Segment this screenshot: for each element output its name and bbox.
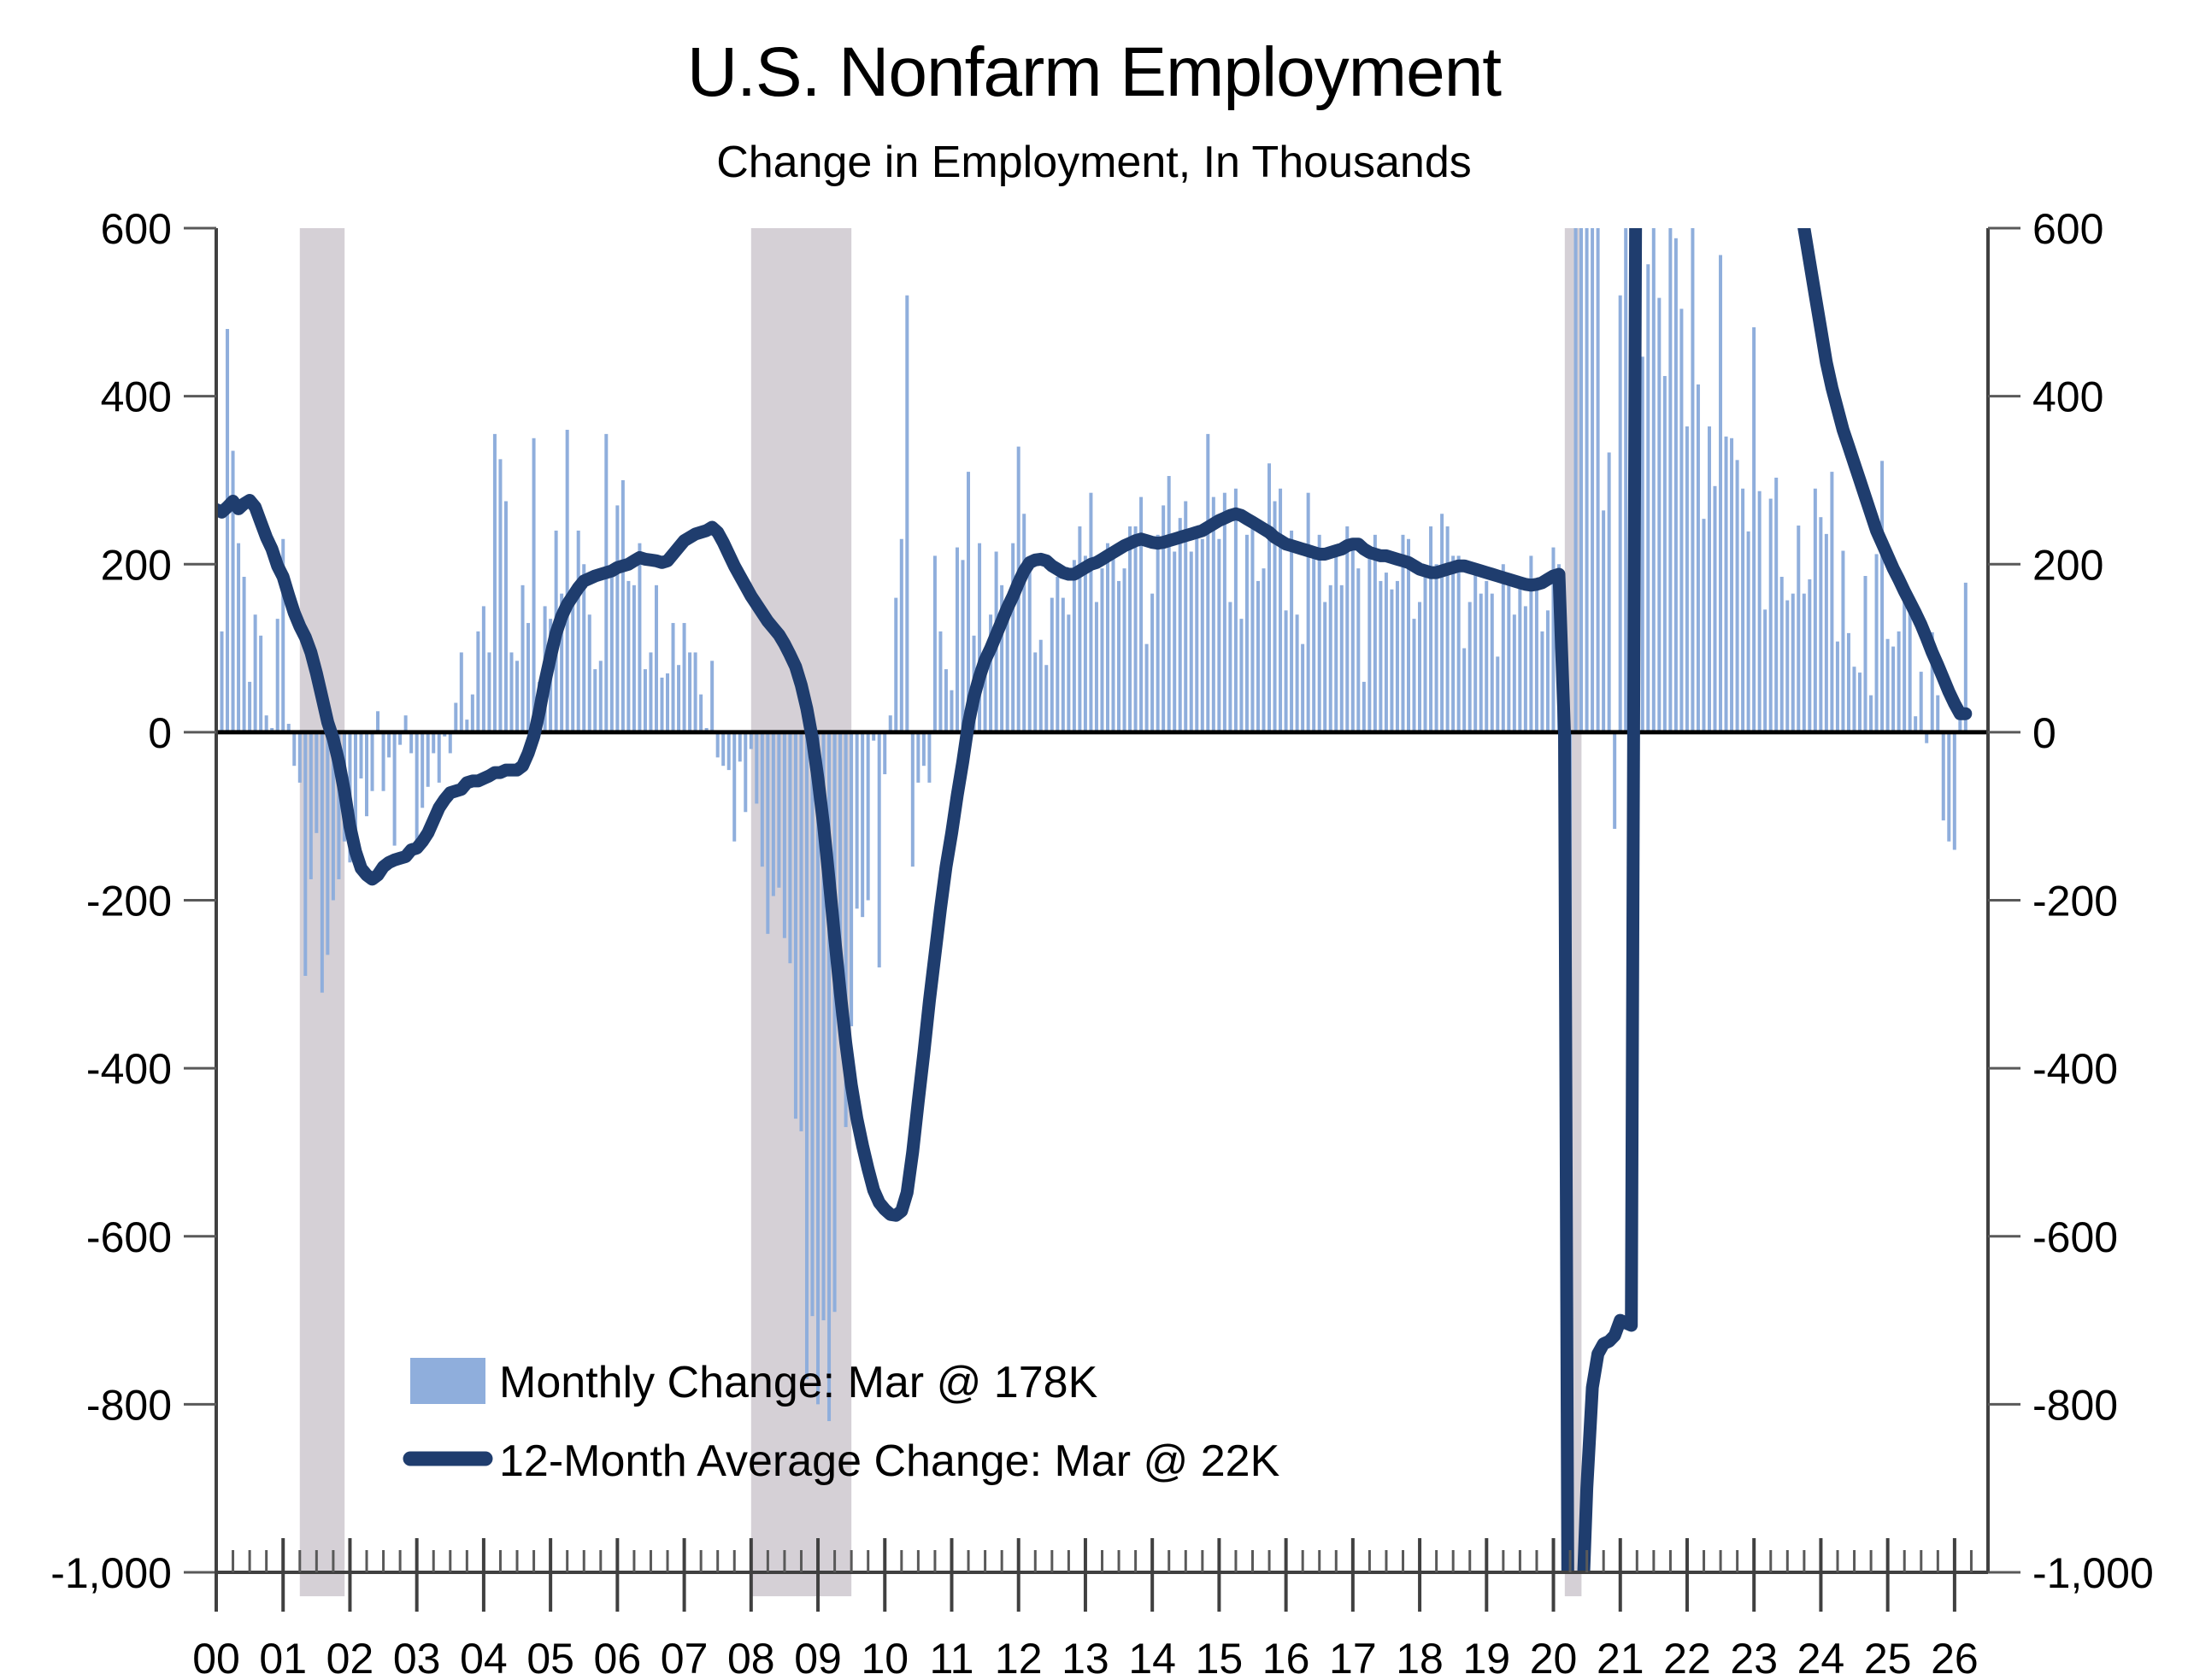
- x-axis-tick-label: 07: [661, 1635, 709, 1680]
- x-axis-tick-label: 11: [930, 1635, 974, 1680]
- y-axis-left: 600 400 200 0 -200 -400 -600 -800 -1,000: [50, 205, 216, 1597]
- bar-series: [215, 228, 1967, 1572]
- x-axis-tick-label: 17: [1329, 1635, 1377, 1680]
- x-axis-tick-label: 14: [1128, 1635, 1176, 1680]
- y-axis-left-tick-label: 600: [101, 205, 172, 253]
- x-axis-tick-label: 19: [1462, 1635, 1510, 1680]
- y-axis-left-tick-label: 400: [101, 373, 172, 421]
- x-axis-tick-label: 10: [861, 1635, 909, 1680]
- y-axis-right-tick-label: -400: [2032, 1045, 2118, 1093]
- x-axis-tick-label: 06: [594, 1635, 642, 1680]
- x-axis-tick-label: 05: [526, 1635, 574, 1680]
- x-axis-tick-label: 20: [1530, 1635, 1578, 1680]
- y-axis-left-tick-label: -400: [86, 1045, 172, 1093]
- x-axis-tick-label: 03: [393, 1635, 441, 1680]
- x-axis-tick-label: 13: [1062, 1635, 1109, 1680]
- y-axis-right-tick-label: -600: [2032, 1213, 2118, 1261]
- x-axis-tick-label: 08: [727, 1635, 775, 1680]
- y-axis-left-tick-label: 200: [101, 541, 172, 589]
- x-axis-tick-label: 23: [1730, 1635, 1778, 1680]
- y-axis-left-tick-label: 0: [148, 709, 172, 757]
- line-series: [216, 228, 1973, 1572]
- y-axis-left-tick-label: -800: [86, 1381, 172, 1429]
- y-axis-right-tick-label: 600: [2032, 205, 2103, 253]
- y-axis-left-tick-label: -200: [86, 878, 172, 925]
- y-axis-right-tick-label: -800: [2032, 1381, 2118, 1429]
- page-title: U.S. Nonfarm Employment: [686, 33, 1502, 111]
- x-axis-tick-label: 22: [1663, 1635, 1711, 1680]
- x-axis-tick-label: 21: [1597, 1635, 1644, 1680]
- x-axis-tick-label: 16: [1262, 1635, 1310, 1680]
- legend-item-label: 12-Month Average Change: Mar @ 22K: [499, 1436, 1280, 1486]
- x-axis-tick-label: 15: [1196, 1635, 1244, 1680]
- x-axis-tick-label: 12: [995, 1635, 1043, 1680]
- x-axis-tick-label: 04: [460, 1635, 508, 1680]
- legend-item-label: Monthly Change: Mar @ 178K: [499, 1358, 1098, 1407]
- x-axis-tick-label: 01: [259, 1635, 307, 1680]
- legend-swatch-bar: [410, 1358, 485, 1404]
- chart-legend: Monthly Change: Mar @ 178K 12-Month Avera…: [403, 1358, 1280, 1486]
- chart-subtitle: Change in Employment, In Thousands: [716, 138, 1472, 187]
- x-axis-tick-label: 18: [1396, 1635, 1444, 1680]
- y-axis-right: 600 400 200 0 -200 -400 -600 -800 -1,000: [1988, 205, 2154, 1597]
- y-axis-right-tick-label: 0: [2032, 709, 2056, 757]
- x-axis-tick-label: 26: [1931, 1635, 1979, 1680]
- x-axis-tick-label: 25: [1864, 1635, 1912, 1680]
- y-axis-right-tick-label: 200: [2032, 541, 2103, 589]
- x-axis-tick-label: 02: [326, 1635, 374, 1680]
- x-axis-tick-label: 09: [794, 1635, 842, 1680]
- x-axis-tick-label: 00: [192, 1635, 240, 1680]
- y-axis-right-tick-label: 400: [2032, 373, 2103, 421]
- y-axis-right-tick-label: -200: [2032, 878, 2118, 925]
- y-axis-left-tick-label: -1,000: [50, 1549, 172, 1597]
- y-axis-left-tick-label: -600: [86, 1213, 172, 1261]
- y-axis-right-tick-label: -1,000: [2032, 1549, 2154, 1597]
- x-axis: 00 01 02 03 04 05 06 07 08 09 10 11 12 13 14 15 16 17 18 19…: [192, 1538, 1979, 1680]
- x-axis-tick-label: 24: [1797, 1635, 1845, 1680]
